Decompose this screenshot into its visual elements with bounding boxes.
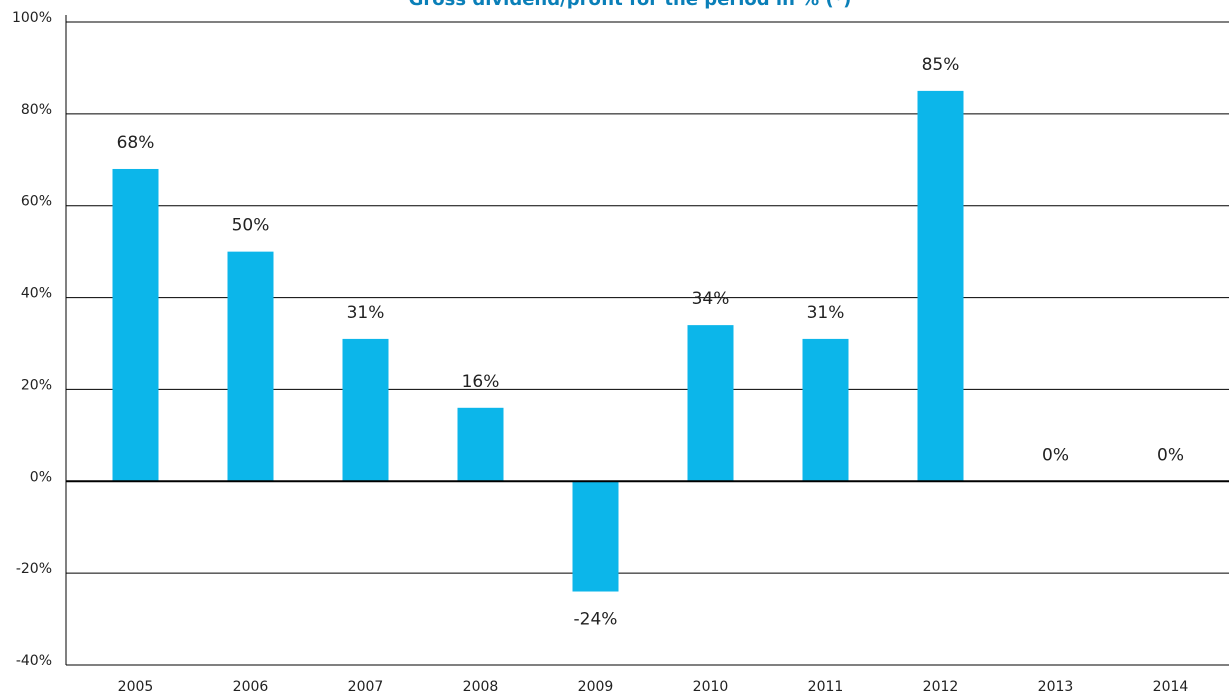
chart-title: Gross dividend/profit for the period in … (409, 0, 852, 10)
y-tick-label: 80% (21, 102, 52, 118)
bar (687, 325, 734, 482)
value-label: 0% (1042, 445, 1069, 465)
value-label: 68% (117, 133, 155, 153)
y-tick-label: 60% (21, 194, 52, 210)
value-label: 31% (807, 303, 845, 323)
y-tick-label: 40% (21, 286, 52, 302)
x-tick-label: 2008 (463, 679, 499, 695)
bar (917, 90, 964, 482)
value-label: 34% (692, 289, 730, 309)
y-tick-label: 0% (30, 469, 52, 485)
y-tick-label: 20% (21, 377, 52, 393)
bar (342, 338, 389, 482)
x-tick-label: 2006 (233, 679, 269, 695)
y-tick-label: -40% (16, 653, 52, 669)
x-tick-label: 2011 (808, 679, 844, 695)
x-tick-label: 2005 (118, 679, 154, 695)
x-tick-label: 2007 (348, 679, 384, 695)
x-tick-label: 2010 (693, 679, 729, 695)
value-label: 50% (232, 216, 270, 236)
bar (227, 251, 274, 482)
x-tick-label: 2014 (1153, 679, 1189, 695)
y-tick-label: -20% (16, 561, 52, 577)
value-label: -24% (574, 610, 618, 630)
value-label: 16% (462, 372, 500, 392)
value-label: 31% (347, 303, 385, 323)
value-label: 85% (922, 55, 960, 75)
x-tick-label: 2013 (1038, 679, 1074, 695)
bar (112, 168, 159, 482)
x-tick-label: 2012 (923, 679, 959, 695)
bar (572, 481, 619, 592)
bar (457, 407, 504, 482)
bar (802, 338, 849, 482)
x-tick-label: 2009 (578, 679, 614, 695)
value-label: 0% (1157, 445, 1184, 465)
y-tick-label: 100% (12, 10, 52, 26)
